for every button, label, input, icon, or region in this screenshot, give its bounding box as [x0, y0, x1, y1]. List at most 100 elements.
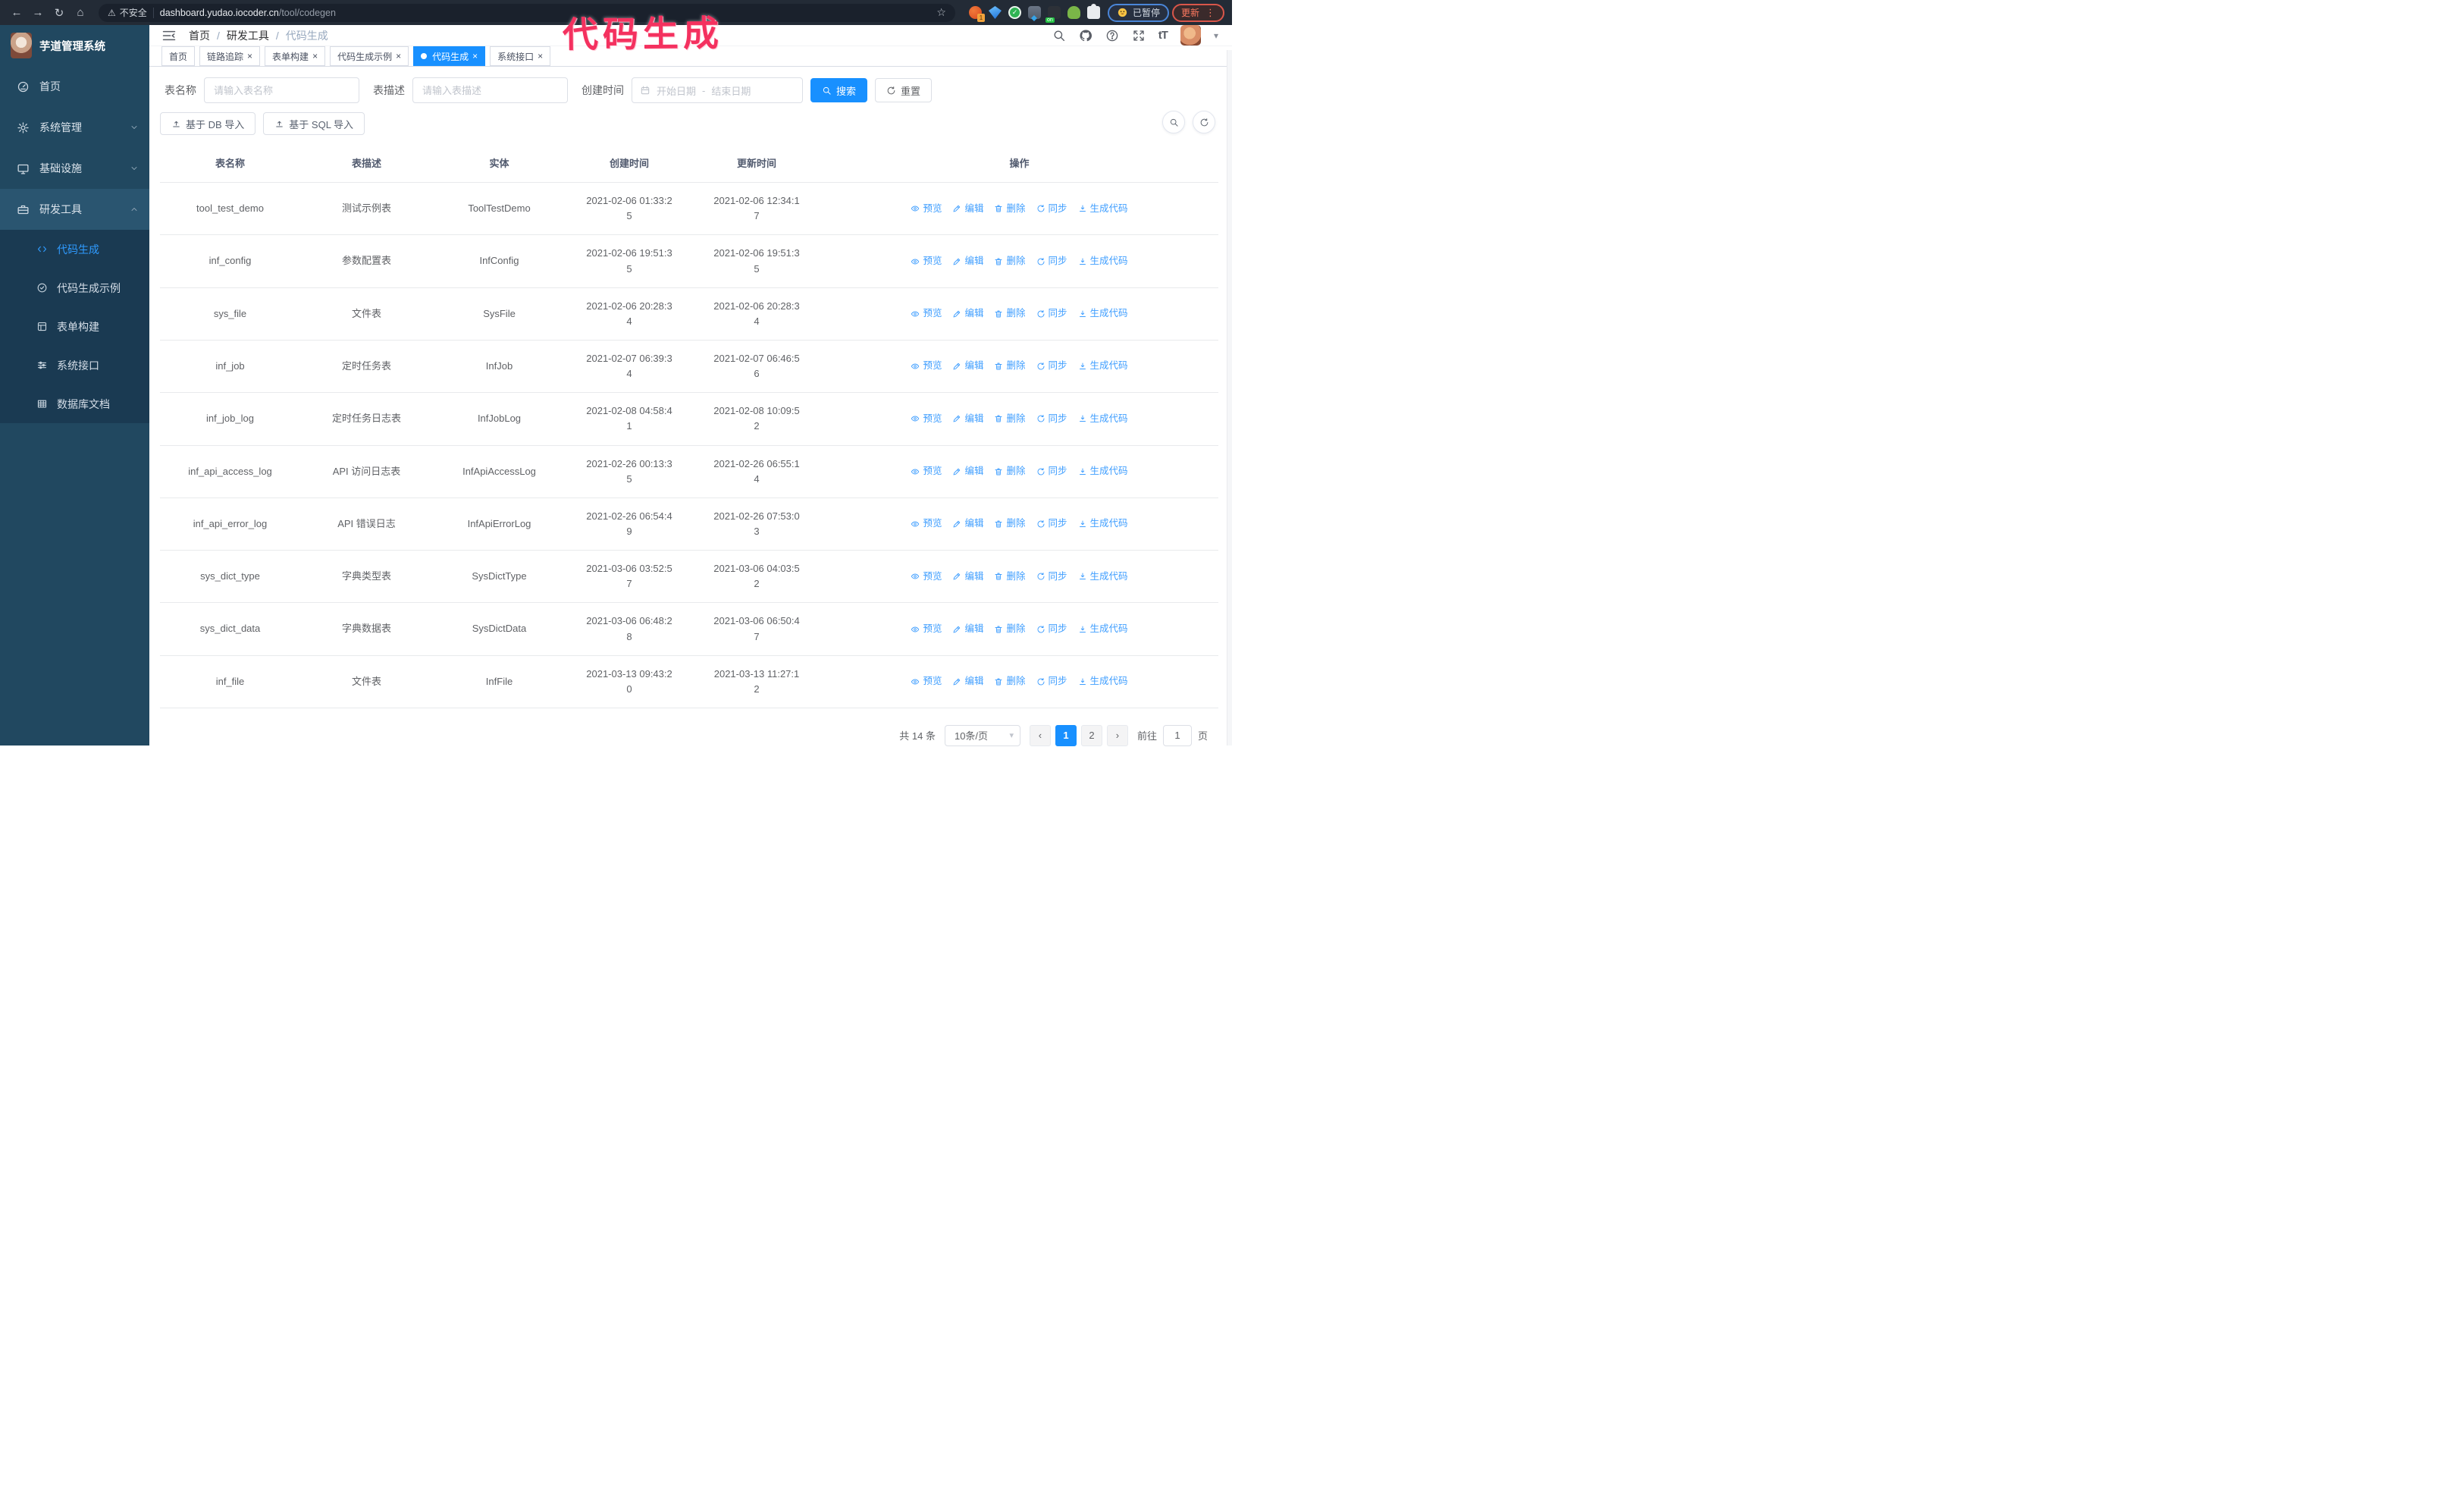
sidebar-item-db-doc[interactable]: 数据库文档 — [0, 385, 149, 423]
sidebar-item-form-builder[interactable]: 表单构建 — [0, 307, 149, 346]
prev-page-button[interactable]: ‹ — [1029, 724, 1051, 746]
delete-link[interactable]: 删除 — [994, 516, 1026, 531]
search-button[interactable]: 搜索 — [810, 78, 868, 102]
window-scrollbar[interactable] — [1227, 50, 1232, 746]
browser-update-button[interactable]: 更新 ⋮ — [1171, 3, 1224, 22]
sync-link[interactable]: 同步 — [1036, 412, 1067, 426]
sync-link[interactable]: 同步 — [1036, 674, 1067, 689]
tab-tracing[interactable]: 链路追踪 × — [199, 46, 261, 66]
back-icon[interactable]: ← — [11, 6, 23, 19]
edit-link[interactable]: 编辑 — [952, 359, 983, 373]
close-icon[interactable]: × — [396, 51, 402, 61]
caret-down-icon[interactable]: ▾ — [1213, 30, 1218, 41]
preview-link[interactable]: 预览 — [911, 516, 942, 531]
bookmark-star-icon[interactable]: ☆ — [936, 6, 946, 18]
preview-link[interactable]: 预览 — [911, 674, 942, 689]
close-icon[interactable]: × — [247, 51, 253, 61]
github-icon[interactable] — [1079, 29, 1092, 42]
fullscreen-icon[interactable] — [1132, 29, 1146, 42]
sync-link[interactable]: 同步 — [1036, 202, 1067, 216]
kebab-menu-icon[interactable]: ⋮ — [1205, 6, 1215, 18]
sidebar-item-home[interactable]: 首页 — [0, 66, 149, 107]
tab-form-builder[interactable]: 表单构建 × — [265, 46, 326, 66]
preview-link[interactable]: 预览 — [911, 412, 942, 426]
delete-link[interactable]: 删除 — [994, 570, 1026, 584]
tab-codegen[interactable]: 代码生成 × — [413, 46, 486, 66]
generate-code-link[interactable]: 生成代码 — [1078, 412, 1128, 426]
preview-link[interactable]: 预览 — [911, 306, 942, 321]
generate-code-link[interactable]: 生成代码 — [1078, 202, 1128, 216]
sidebar-item-system-api[interactable]: 系统接口 — [0, 346, 149, 385]
reload-icon[interactable]: ↻ — [54, 6, 64, 20]
generate-code-link[interactable]: 生成代码 — [1078, 359, 1128, 373]
delete-link[interactable]: 删除 — [994, 254, 1026, 268]
generate-code-link[interactable]: 生成代码 — [1078, 306, 1128, 321]
import-db-button[interactable]: 基于 DB 导入 — [160, 112, 256, 135]
generate-code-link[interactable]: 生成代码 — [1078, 516, 1128, 531]
home-icon[interactable]: ⌂ — [77, 6, 84, 19]
sidebar-item-codegen-example[interactable]: 代码生成示例 — [0, 268, 149, 307]
preview-link[interactable]: 预览 — [911, 359, 942, 373]
delete-link[interactable]: 删除 — [994, 622, 1026, 636]
sidebar-item-codegen[interactable]: 代码生成 — [0, 230, 149, 268]
sync-link[interactable]: 同步 — [1036, 359, 1067, 373]
sidebar-item-devtools[interactable]: 研发工具 — [0, 189, 149, 230]
extension-icon[interactable] — [1045, 6, 1061, 23]
table-name-input[interactable] — [204, 77, 359, 103]
import-sql-button[interactable]: 基于 SQL 导入 — [263, 112, 365, 135]
tab-codegen-example[interactable]: 代码生成示例 × — [330, 46, 409, 66]
sync-link[interactable]: 同步 — [1036, 306, 1067, 321]
close-icon[interactable]: × — [538, 51, 544, 61]
edit-link[interactable]: 编辑 — [952, 622, 983, 636]
breadcrumb-home[interactable]: 首页 — [189, 29, 210, 42]
date-range-picker[interactable]: 开始日期 - 结束日期 — [632, 77, 803, 103]
extension-icon[interactable] — [1027, 6, 1041, 19]
goto-page-input[interactable] — [1162, 724, 1192, 746]
edit-link[interactable]: 编辑 — [952, 412, 983, 426]
extension-icon[interactable] — [968, 6, 985, 22]
reset-button[interactable]: 重置 — [875, 78, 933, 102]
tab-home[interactable]: 首页 — [161, 46, 196, 66]
edit-link[interactable]: 编辑 — [952, 254, 983, 268]
sidebar-item-system[interactable]: 系统管理 — [0, 107, 149, 148]
avatar[interactable] — [1180, 25, 1201, 46]
edit-link[interactable]: 编辑 — [952, 306, 983, 321]
delete-link[interactable]: 删除 — [994, 674, 1026, 689]
preview-link[interactable]: 预览 — [911, 254, 942, 268]
generate-code-link[interactable]: 生成代码 — [1078, 622, 1128, 636]
help-icon[interactable] — [1105, 29, 1119, 42]
extension-icon[interactable] — [1067, 6, 1080, 19]
page-size-select[interactable]: 10条/页 ▾ — [944, 724, 1020, 746]
edit-link[interactable]: 编辑 — [952, 202, 983, 216]
profile-paused-pill[interactable]: 已暂停 — [1107, 3, 1169, 22]
close-icon[interactable]: × — [472, 51, 478, 61]
delete-link[interactable]: 删除 — [994, 464, 1026, 479]
delete-link[interactable]: 删除 — [994, 202, 1026, 216]
search-icon[interactable] — [1052, 29, 1066, 42]
generate-code-link[interactable]: 生成代码 — [1078, 674, 1128, 689]
toggle-search-button[interactable] — [1162, 111, 1185, 133]
sync-link[interactable]: 同步 — [1036, 570, 1067, 584]
address-bar[interactable]: ⚠ 不安全 dashboard.yudao.iocoder.cn/tool/co… — [99, 3, 955, 22]
sync-link[interactable]: 同步 — [1036, 464, 1067, 479]
sidebar-item-infra[interactable]: 基础设施 — [0, 148, 149, 189]
forward-icon[interactable]: → — [32, 6, 44, 19]
extension-icon[interactable] — [1008, 6, 1021, 19]
preview-link[interactable]: 预览 — [911, 570, 942, 584]
extension-icon[interactable] — [988, 6, 1002, 19]
refresh-table-button[interactable] — [1193, 111, 1215, 133]
extensions-puzzle-icon[interactable] — [1086, 4, 1100, 19]
sync-link[interactable]: 同步 — [1036, 516, 1067, 531]
collapse-sidebar-icon[interactable] — [161, 28, 177, 43]
generate-code-link[interactable]: 生成代码 — [1078, 570, 1128, 584]
page-button-2[interactable]: 2 — [1080, 724, 1102, 746]
next-page-button[interactable]: › — [1106, 724, 1128, 746]
generate-code-link[interactable]: 生成代码 — [1078, 464, 1128, 479]
delete-link[interactable]: 删除 — [994, 359, 1026, 373]
edit-link[interactable]: 编辑 — [952, 516, 983, 531]
font-size-icon[interactable]: tT — [1158, 29, 1168, 42]
close-icon[interactable]: × — [312, 51, 318, 61]
delete-link[interactable]: 删除 — [994, 306, 1026, 321]
sync-link[interactable]: 同步 — [1036, 254, 1067, 268]
edit-link[interactable]: 编辑 — [952, 570, 983, 584]
